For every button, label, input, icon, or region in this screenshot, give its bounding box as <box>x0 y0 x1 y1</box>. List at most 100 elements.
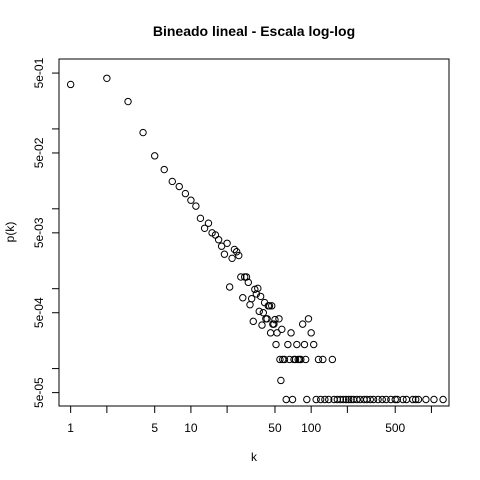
data-point <box>393 395 401 404</box>
data-point <box>220 250 229 258</box>
data-point <box>124 97 132 106</box>
data-point <box>277 376 285 385</box>
y-tick-label: 5e-03 <box>32 217 46 248</box>
x-tick-label: 500 <box>385 421 405 435</box>
x-tick-label: 5 <box>151 421 158 435</box>
data-point <box>271 315 279 324</box>
data-point <box>275 315 283 323</box>
data-point <box>439 395 447 404</box>
data-point <box>168 177 176 186</box>
data-point <box>181 189 190 198</box>
data-point <box>258 321 266 329</box>
data-point <box>270 320 278 328</box>
data-point <box>272 340 280 349</box>
x-tick-label: 50 <box>268 421 282 435</box>
data-point <box>237 273 245 281</box>
x-axis: 1 5 10 50 100 500 <box>67 406 432 435</box>
data-point <box>301 355 310 364</box>
data-point <box>175 182 183 191</box>
data-point <box>312 395 320 404</box>
data-point <box>187 196 195 204</box>
data-point <box>321 395 329 404</box>
data-point <box>255 307 263 316</box>
data-point <box>239 294 247 302</box>
data-point <box>287 329 295 337</box>
data-point <box>366 395 374 404</box>
y-tick-label: 5e-02 <box>32 137 46 168</box>
data-point <box>422 395 430 404</box>
y-tick-label: 5e-01 <box>32 57 46 88</box>
x-axis-label: k <box>251 450 258 464</box>
data-point <box>316 395 325 404</box>
data-point <box>303 395 311 404</box>
data-point <box>353 395 361 404</box>
data-point <box>280 355 289 364</box>
data-point <box>374 395 382 404</box>
x-tick-label: 100 <box>301 421 321 435</box>
data-point <box>247 294 256 303</box>
data-point <box>342 395 350 404</box>
data-point <box>409 395 417 404</box>
data-point <box>268 302 276 310</box>
data-point <box>378 395 386 404</box>
data-points <box>66 74 447 404</box>
y-tick-label: 5e-05 <box>32 377 46 408</box>
data-point <box>300 340 309 349</box>
data-point <box>228 254 236 263</box>
data-point <box>325 395 333 404</box>
y-axis: 5e-01 5e-02 5e-03 5e-04 5e-05 <box>32 57 59 408</box>
data-point <box>336 395 345 404</box>
data-point <box>225 283 234 291</box>
data-point <box>66 80 75 89</box>
data-point <box>319 355 327 364</box>
data-point <box>414 395 423 404</box>
data-point <box>430 395 438 404</box>
data-point <box>339 395 347 404</box>
data-point <box>310 340 318 349</box>
chart-title: Bineado lineal - Escala log-log <box>153 23 355 39</box>
data-point <box>369 395 378 404</box>
data-point <box>103 74 111 83</box>
data-point <box>282 395 290 404</box>
data-point <box>244 278 252 287</box>
plot-frame <box>58 58 450 407</box>
data-point <box>391 395 399 404</box>
x-tick-label: 10 <box>184 421 198 435</box>
data-point <box>246 301 254 309</box>
data-point <box>204 219 213 227</box>
data-point <box>291 355 300 364</box>
data-point <box>265 302 274 310</box>
data-point <box>196 214 205 223</box>
data-point <box>160 165 168 174</box>
data-point <box>192 202 200 210</box>
data-point <box>412 395 420 404</box>
data-point <box>256 292 265 301</box>
data-point <box>232 248 241 256</box>
data-point <box>307 329 315 337</box>
y-tick-label: 5e-04 <box>32 297 46 328</box>
data-point <box>278 325 286 334</box>
data-point <box>200 224 209 232</box>
data-point <box>314 355 323 364</box>
y-axis-label: p(k) <box>3 222 17 243</box>
data-point <box>254 284 262 293</box>
data-point <box>399 395 407 404</box>
data-point <box>139 128 147 137</box>
data-point <box>230 245 239 254</box>
data-point <box>298 320 307 328</box>
data-point <box>284 340 292 349</box>
data-point <box>344 395 353 404</box>
x-tick-label: 1 <box>67 421 74 435</box>
data-point <box>304 315 313 323</box>
data-point <box>382 395 390 404</box>
data-point <box>266 329 275 337</box>
data-point <box>252 290 261 298</box>
data-point <box>328 355 337 364</box>
data-point <box>297 355 305 364</box>
data-point <box>151 152 159 160</box>
data-point <box>273 329 281 337</box>
data-point <box>276 355 284 364</box>
data-point <box>217 242 226 250</box>
data-point <box>288 395 297 404</box>
